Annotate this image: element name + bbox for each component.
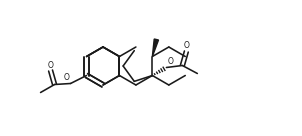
- Text: O: O: [64, 73, 69, 83]
- Polygon shape: [153, 39, 159, 56]
- Text: O: O: [48, 61, 53, 69]
- Text: O: O: [183, 41, 189, 50]
- Text: O: O: [167, 58, 173, 67]
